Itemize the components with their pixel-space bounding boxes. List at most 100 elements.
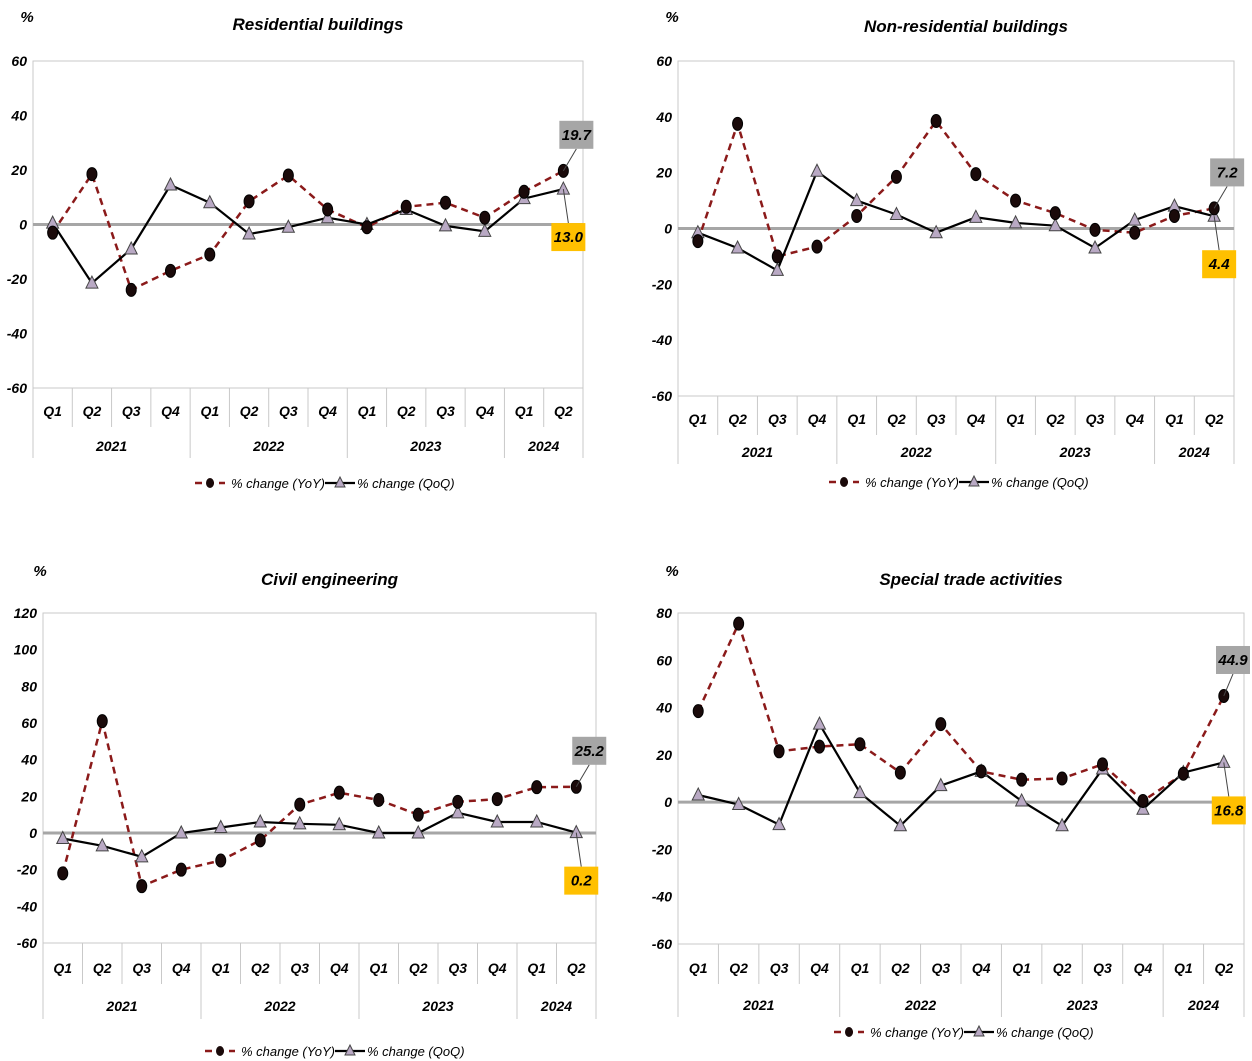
data-point-yoy (531, 780, 543, 795)
x-tick-label: Q4 (972, 960, 991, 976)
x-tick-label: Q3 (770, 960, 789, 976)
x-tick-label: Q1 (53, 960, 72, 976)
y-tick-label: -60 (652, 388, 672, 404)
callout-leader (1223, 673, 1234, 697)
legend-marker-qoq (344, 1043, 356, 1056)
data-point-yoy (125, 282, 137, 297)
data-point-qoq (1048, 217, 1063, 232)
x-tick-label: Q2 (1046, 411, 1065, 427)
y-tick-label: -40 (7, 326, 27, 342)
data-point-qoq (371, 824, 386, 839)
y-tick-label: 40 (10, 108, 27, 124)
data-point-yoy (518, 184, 530, 199)
data-point-yoy (479, 210, 491, 225)
data-point-yoy (975, 764, 987, 779)
x-tick-label: Q3 (290, 960, 309, 976)
data-point-qoq (85, 274, 99, 289)
data-point-yoy (894, 765, 906, 780)
callout-qoq-box (564, 866, 599, 895)
x-tick-label: Q1 (211, 960, 230, 976)
data-point-yoy (1097, 757, 1108, 772)
legend-label-yoy: % change (YoY) (241, 1044, 335, 1059)
data-point-qoq (772, 816, 786, 831)
chart-special-trade-activities: % Special trade activities -60 -40 -20 0 20 40 6… (626, 530, 1252, 1061)
legend-label-yoy: % change (YoY) (865, 475, 959, 490)
data-point-qoq (569, 824, 584, 839)
x-tick-label: Q2 (240, 403, 259, 419)
data-point-yoy (1129, 225, 1141, 240)
legend-label-qoq: % change (QoQ) (991, 475, 1089, 490)
data-point-yoy (165, 263, 176, 278)
x-tick-label: Q1 (689, 960, 708, 976)
y-unit-label: % (665, 563, 678, 580)
data-point-qoq (1055, 817, 1069, 832)
callout-yoy-box (572, 736, 607, 765)
data-point-yoy (854, 737, 866, 752)
x-tick-label: Q4 (330, 960, 349, 976)
data-point-qoq (853, 784, 867, 799)
x-tick-label: Q1 (1165, 411, 1184, 427)
legend-marker-yoy (840, 477, 848, 487)
legend-marker-yoy (206, 478, 214, 488)
data-point-qoq (730, 239, 745, 254)
x-tick-label: Q2 (251, 960, 270, 976)
chart-title: Non-residential buildings (864, 17, 1068, 36)
y-tick-label: -40 (652, 889, 672, 905)
data-point-qoq (556, 180, 571, 195)
year-label: 2023 (421, 998, 453, 1014)
year-label: 2022 (900, 444, 932, 460)
x-tick-label: Q2 (409, 960, 428, 976)
x-tick-label: Q4 (808, 411, 827, 427)
data-point-qoq (477, 223, 492, 237)
data-point-qoq (124, 240, 139, 255)
y-tick-label: 60 (656, 53, 672, 69)
y-unit-label: % (665, 9, 678, 26)
data-point-qoq (770, 262, 785, 276)
data-point-yoy (294, 797, 306, 812)
callout-leader (1213, 216, 1220, 251)
callout-yoy-box (559, 120, 594, 149)
data-point-yoy (175, 862, 187, 877)
data-point-yoy (1177, 766, 1189, 781)
legend-label-qoq: % change (QoQ) (367, 1044, 465, 1059)
series-line-qoq (62, 811, 577, 858)
data-point-yoy (440, 195, 451, 210)
data-point-qoq (929, 224, 943, 239)
data-point-qoq (332, 816, 347, 831)
x-tick-label: Q1 (1012, 960, 1031, 976)
x-tick-label: Q2 (83, 403, 102, 419)
data-point-qoq (281, 219, 296, 233)
y-tick-label: -60 (652, 936, 672, 952)
year-label: 2022 (263, 998, 295, 1014)
data-point-qoq (174, 824, 189, 839)
data-point-yoy (1168, 208, 1180, 223)
data-point-yoy (970, 167, 982, 182)
data-point-qoq (55, 830, 70, 844)
callout-leader (562, 189, 569, 224)
chart-civil-engineering: % Civil engineering -60 -40 -20 0 20 40 60 80 100 1… (0, 530, 626, 1061)
legend-label-yoy: % change (YoY) (231, 476, 325, 491)
data-point-qoq (1136, 801, 1150, 815)
data-point-qoq (411, 824, 426, 839)
data-point-yoy (935, 717, 947, 732)
data-point-yoy (215, 853, 227, 868)
data-point-yoy (452, 794, 464, 809)
x-tick-label: Q4 (172, 960, 191, 976)
data-point-yoy (47, 225, 59, 240)
data-point-qoq (810, 163, 824, 177)
data-point-yoy (86, 167, 98, 182)
data-point-qoq (1088, 239, 1102, 254)
x-tick-label: Q1 (847, 411, 866, 427)
x-tick-label: Q3 (1086, 411, 1105, 427)
chart-svg: % Civil engineering -60 -40 -20 0 20 40 60 80 100 1… (14, 563, 607, 1059)
y-tick-label: 20 (20, 788, 37, 804)
chart-svg: % Non-residential buildings -60 -40 -20 0 20 40… (652, 9, 1245, 490)
callout-yoy-label: 44.9 (1217, 652, 1248, 669)
data-point-qoq (320, 209, 335, 224)
x-tick-label: Q4 (161, 403, 180, 419)
x-tick-label: Q2 (397, 403, 416, 419)
chart-title: Special trade activities (879, 570, 1062, 589)
x-tick-label: Q2 (554, 403, 573, 419)
data-point-yoy (361, 220, 373, 235)
year-label: 2023 (1066, 997, 1098, 1013)
